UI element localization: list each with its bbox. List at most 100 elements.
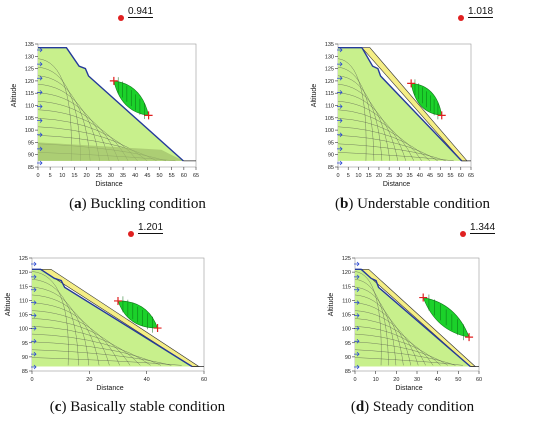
boundary-arrow bbox=[37, 104, 43, 109]
y-tick-label: 115 bbox=[19, 284, 28, 290]
slip-surface-line bbox=[337, 58, 367, 161]
x-tick-label: 55 bbox=[447, 173, 453, 179]
y-tick-label: 95 bbox=[328, 140, 334, 146]
slope-surface bbox=[38, 46, 184, 162]
boundary-arrow bbox=[354, 274, 360, 280]
boundary-arrow bbox=[354, 313, 360, 318]
x-axis-title: Distance bbox=[383, 181, 410, 188]
y-tick-label: 120 bbox=[25, 79, 34, 85]
y-tick-label: 85 bbox=[328, 165, 334, 171]
slope-surface bbox=[338, 46, 463, 162]
y-axis-title: Altitude bbox=[5, 293, 12, 316]
y-tick-label: 105 bbox=[325, 116, 334, 122]
boundary-arrow bbox=[354, 300, 360, 305]
y-tick-label: 100 bbox=[325, 128, 334, 134]
y-axis-title: Altitude bbox=[11, 84, 18, 107]
slip-surface-line bbox=[354, 333, 441, 366]
boundary-arrow bbox=[31, 300, 37, 305]
boundary-arrow bbox=[337, 146, 343, 152]
slip-surface-line bbox=[337, 101, 407, 161]
x-tick-label: 60 bbox=[201, 377, 207, 383]
slip-endpoint-marker bbox=[109, 76, 118, 85]
caption-b: (b) Understable condition bbox=[335, 196, 490, 212]
boundary-arrow bbox=[354, 351, 360, 357]
y-tick-label: 95 bbox=[22, 341, 28, 347]
x-tick-label: 10 bbox=[373, 377, 379, 383]
x-tick-label: 50 bbox=[455, 377, 461, 383]
slip-surface-line bbox=[337, 66, 375, 161]
boundary-arrow bbox=[37, 160, 43, 166]
x-tick-label: 20 bbox=[376, 173, 382, 179]
x-tick-label: 50 bbox=[437, 173, 443, 179]
slip-surface-line bbox=[31, 271, 69, 366]
panel-c: 1.201 0 20 40 60 125 120 115 110 105 100 95 90 85 Dis… bbox=[0, 211, 275, 422]
y-tick-label: 120 bbox=[342, 270, 351, 276]
boundary-arrow bbox=[31, 313, 37, 318]
fos-value: 1.201 bbox=[138, 222, 164, 234]
x-tick-label: 10 bbox=[59, 173, 65, 179]
x-tick-label: 10 bbox=[355, 173, 361, 179]
boundary-arrow bbox=[31, 338, 37, 344]
x-tick-label: 60 bbox=[476, 377, 482, 383]
slip-surface-line bbox=[354, 349, 456, 366]
x-axis-title: Distance bbox=[96, 385, 123, 392]
y-tick-label: 120 bbox=[325, 79, 334, 85]
x-tick-label: 5 bbox=[49, 173, 52, 179]
x-tick-label: 0 bbox=[353, 377, 356, 383]
slip-endpoint-marker bbox=[419, 293, 428, 302]
boundary-arrow bbox=[37, 118, 43, 123]
slip-surface-line bbox=[337, 92, 399, 161]
slip-surface-line bbox=[354, 302, 411, 366]
fos-value: 1.018 bbox=[468, 6, 494, 18]
boundary-arrow bbox=[337, 132, 343, 138]
slip-surface-line bbox=[337, 152, 454, 162]
y-tick-label: 105 bbox=[25, 116, 34, 122]
x-tick-label: 60 bbox=[458, 173, 464, 179]
boundary-arrow bbox=[337, 118, 343, 123]
x-tick-label: 20 bbox=[393, 377, 399, 383]
y-axis-title: Altitude bbox=[311, 84, 318, 107]
x-tick-label: 25 bbox=[386, 173, 392, 179]
soil-body bbox=[338, 47, 462, 161]
y-tick-label: 110 bbox=[19, 298, 28, 304]
slip-surface-line bbox=[31, 333, 151, 366]
y-tick-label: 135 bbox=[25, 42, 34, 48]
fos-value: 1.344 bbox=[470, 222, 496, 234]
y-axis-title: Altitude bbox=[328, 293, 335, 316]
x-tick-label: 20 bbox=[86, 377, 92, 383]
boundary-arrow bbox=[337, 90, 343, 95]
y-tick-label: 90 bbox=[28, 153, 34, 159]
y-tick-label: 125 bbox=[19, 256, 28, 262]
slope-diagram-c: 0 20 40 60 125 120 115 110 105 100 95 90 85 Distance A… bbox=[5, 256, 207, 392]
slip-surface-line bbox=[31, 341, 162, 366]
boundary-arrow bbox=[354, 261, 360, 267]
y-tick-label: 120 bbox=[19, 270, 28, 276]
x-tick-label: 35 bbox=[407, 173, 413, 179]
slip-surface-line bbox=[31, 357, 182, 366]
boundary-arrow bbox=[37, 61, 43, 67]
y-tick-label: 95 bbox=[28, 140, 34, 146]
fos-marker bbox=[118, 15, 124, 21]
y-tick-label: 90 bbox=[22, 355, 28, 361]
x-tick-label: 40 bbox=[132, 173, 138, 179]
slip-surface-line bbox=[37, 66, 81, 161]
slip-surface-line bbox=[354, 341, 449, 366]
slope-surface bbox=[355, 268, 471, 368]
boundary-arrow bbox=[337, 61, 343, 67]
boundary-arrow bbox=[337, 160, 343, 166]
slip-surface-line bbox=[31, 294, 100, 366]
slip-surface-line bbox=[37, 58, 72, 161]
y-tick-label: 95 bbox=[345, 341, 351, 347]
y-tick-label: 85 bbox=[28, 165, 34, 171]
x-tick-label: 40 bbox=[417, 173, 423, 179]
fos-marker bbox=[460, 231, 466, 237]
y-tick-label: 105 bbox=[19, 313, 28, 319]
y-tick-label: 115 bbox=[342, 284, 351, 290]
x-tick-label: 40 bbox=[144, 377, 150, 383]
boundary-arrow bbox=[31, 364, 37, 370]
slope-diagram-d: 0 10 20 30 40 50 60 125 120 115 110 105 100 95 90 85 Dis… bbox=[328, 256, 482, 392]
x-axis-title: Distance bbox=[395, 385, 422, 392]
x-tick-label: 30 bbox=[396, 173, 402, 179]
slip-surface-line bbox=[354, 271, 382, 366]
slip-endpoint-marker bbox=[465, 333, 474, 342]
